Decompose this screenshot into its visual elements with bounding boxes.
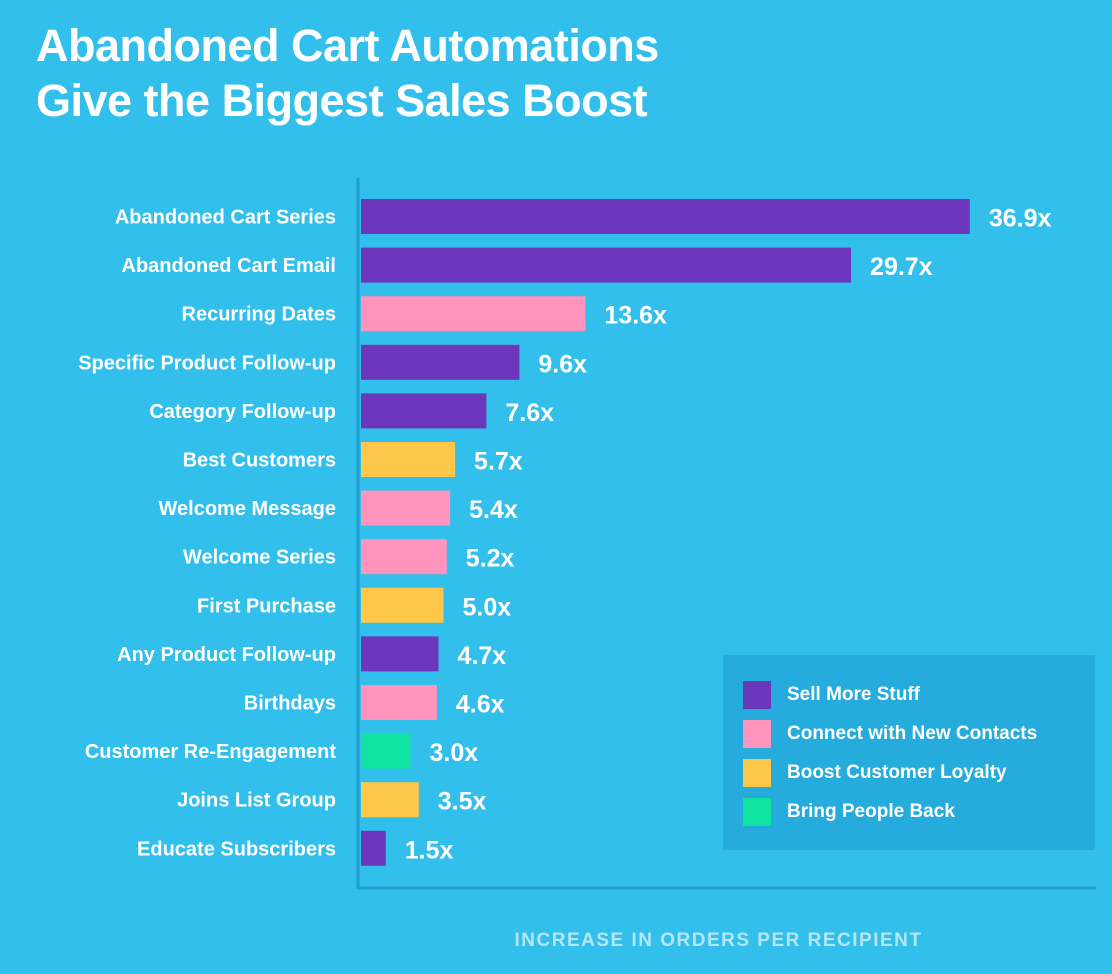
- bar: [361, 733, 411, 769]
- value-label: 3.5x: [438, 788, 487, 816]
- legend-label: Bring People Back: [787, 801, 955, 822]
- bar: [361, 830, 386, 866]
- value-label: 4.7x: [458, 642, 507, 670]
- legend-item-sell-more-stuff: Sell More Stuff: [743, 681, 920, 709]
- value-label: 9.6x: [538, 350, 587, 378]
- bar: [361, 636, 439, 672]
- title-line-1: Abandoned Cart Automations: [36, 20, 659, 71]
- legend-swatch: [743, 681, 771, 709]
- category-label: Category Follow-up: [149, 401, 336, 423]
- legend-label: Sell More Stuff: [787, 684, 921, 705]
- bar: [361, 490, 451, 526]
- bar: [361, 442, 456, 477]
- bar: [361, 587, 444, 623]
- category-label: Any Product Follow-up: [117, 644, 336, 666]
- category-label: Welcome Series: [183, 547, 336, 569]
- value-label: 36.9x: [989, 205, 1052, 233]
- legend-label: Connect with New Contacts: [787, 723, 1038, 744]
- legend-item-connect-with-new-contacts: Connect with New Contacts: [743, 720, 1037, 748]
- value-label: 1.5x: [405, 836, 454, 864]
- legend-swatch: [743, 759, 771, 787]
- category-label: Best Customers: [183, 450, 336, 472]
- bar: [361, 393, 487, 429]
- category-label: Birthdays: [244, 693, 336, 715]
- bar: [361, 296, 586, 332]
- bar: [361, 782, 419, 818]
- value-label: 29.7x: [870, 253, 933, 281]
- value-label: 13.6x: [604, 302, 667, 330]
- value-label: 3.0x: [430, 739, 479, 767]
- bar: [361, 344, 520, 380]
- category-label: Specific Product Follow-up: [78, 352, 336, 374]
- x-axis-label: INCREASE IN ORDERS PER RECIPIENT: [514, 930, 923, 951]
- value-label: 5.4x: [469, 496, 518, 524]
- category-label: Abandoned Cart Email: [122, 255, 336, 277]
- category-label: Recurring Dates: [182, 304, 337, 326]
- category-label: Welcome Message: [159, 498, 337, 520]
- legend-item-bring-people-back: Bring People Back: [743, 798, 955, 826]
- legend-swatch: [743, 720, 771, 748]
- category-label: Joins List Group: [177, 790, 336, 812]
- bar: [361, 247, 852, 283]
- bar: [361, 685, 437, 720]
- title-line-2: Give the Biggest Sales Boost: [36, 75, 648, 126]
- value-label: 5.0x: [463, 593, 512, 621]
- legend-swatch: [743, 798, 771, 826]
- chart-title: Abandoned Cart Automations Give the Bigg…: [36, 18, 659, 128]
- category-label: First Purchase: [197, 595, 336, 617]
- category-label: Educate Subscribers: [137, 838, 336, 860]
- value-label: 4.6x: [456, 691, 505, 719]
- value-label: 5.2x: [466, 545, 515, 573]
- category-label: Customer Re-Engagement: [85, 741, 336, 763]
- bar: [361, 199, 970, 234]
- category-label: Abandoned Cart Series: [115, 207, 336, 229]
- value-label: 7.6x: [505, 399, 554, 427]
- legend-label: Boost Customer Loyalty: [787, 762, 1007, 783]
- value-label: 5.7x: [474, 448, 523, 476]
- legend: Sell More Stuff Connect with New Contact…: [723, 655, 1095, 850]
- bar: [361, 539, 447, 575]
- legend-item-boost-customer-loyalty: Boost Customer Loyalty: [743, 759, 1007, 787]
